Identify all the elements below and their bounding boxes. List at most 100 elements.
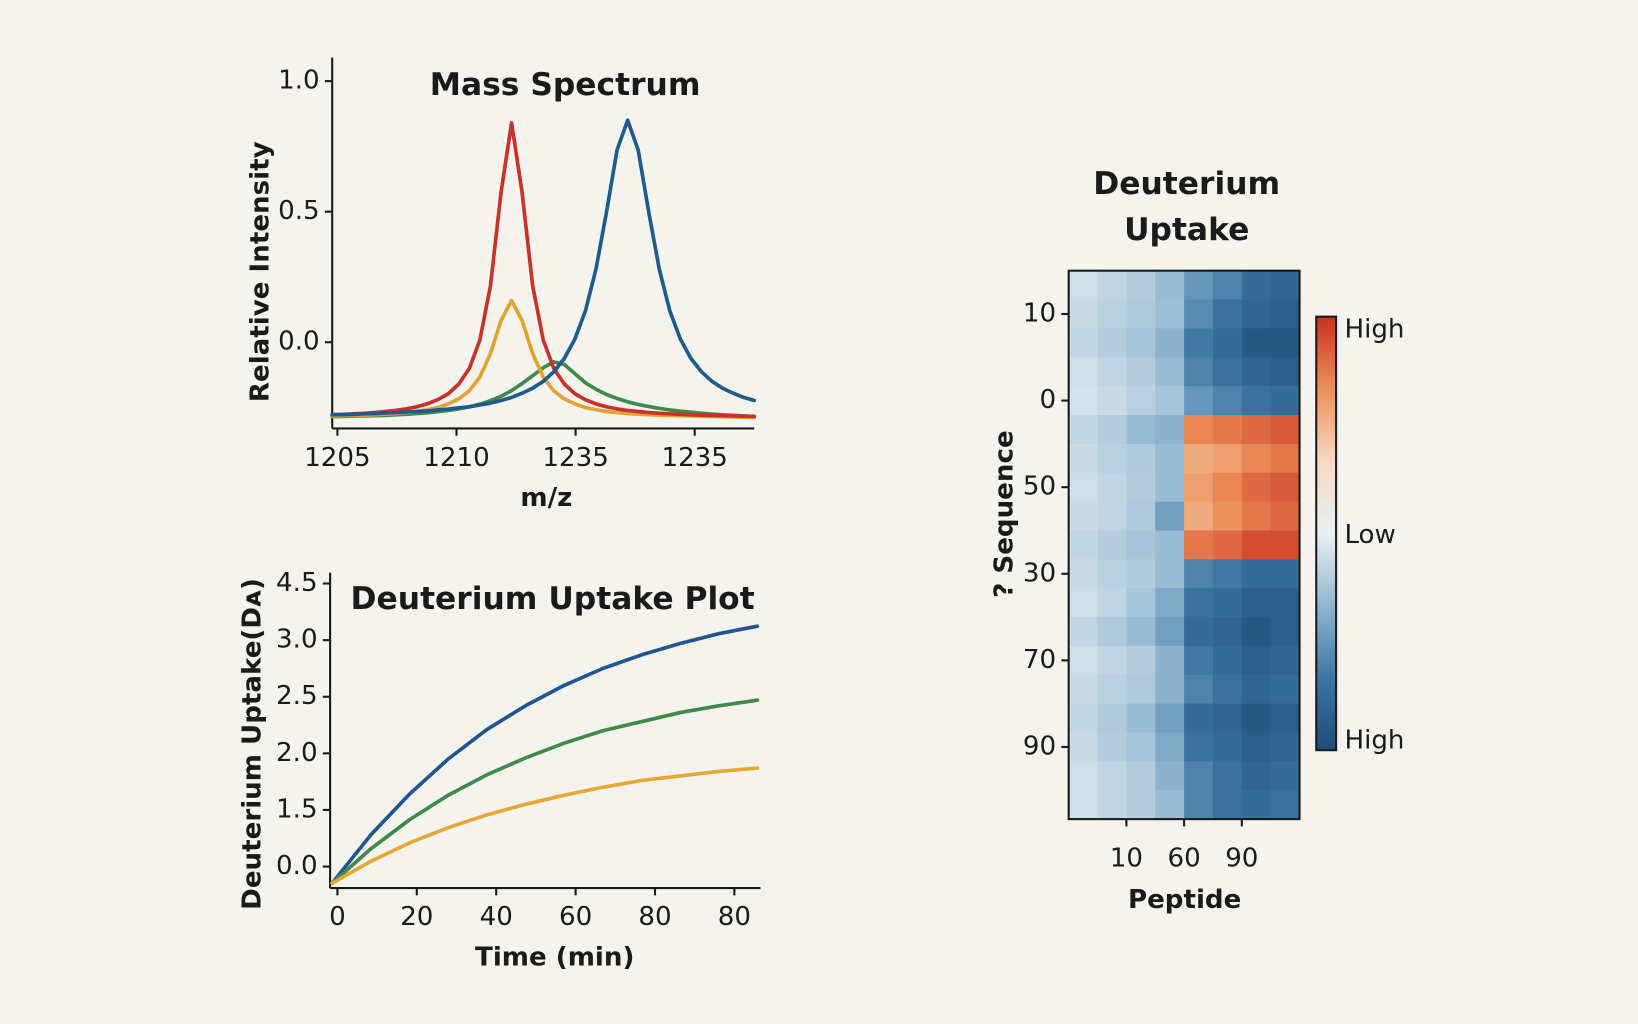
heatmap-cell bbox=[1270, 732, 1301, 762]
data-line bbox=[330, 766, 760, 885]
heatmap-cell bbox=[1068, 299, 1099, 329]
heatmap-cell bbox=[1184, 703, 1214, 734]
heatmap-cell bbox=[1241, 790, 1272, 820]
heatmap-cell bbox=[1126, 472, 1156, 503]
heatmap-cell bbox=[1270, 328, 1301, 358]
heatmap-cell bbox=[1241, 443, 1272, 474]
heatmap-cell bbox=[1184, 617, 1214, 647]
y-tick-label: 10 bbox=[1023, 298, 1056, 328]
heatmap-cell bbox=[1212, 386, 1243, 416]
heatmap-cell bbox=[1270, 443, 1301, 474]
colorbar bbox=[1315, 315, 1338, 752]
heatmap-cell bbox=[1155, 443, 1185, 474]
heatmap-cell bbox=[1068, 386, 1099, 416]
x-tick-label: 60 bbox=[559, 902, 592, 932]
heatmap-cell bbox=[1097, 328, 1127, 358]
y-tick-label: 0.0 bbox=[278, 327, 320, 357]
heatmap-cell bbox=[1270, 299, 1301, 329]
heatmap-cell bbox=[1212, 732, 1243, 762]
heatmap-cell bbox=[1155, 703, 1185, 734]
heatmap-cell bbox=[1212, 299, 1243, 329]
heatmap-cell bbox=[1155, 617, 1185, 647]
heatmap-cell bbox=[1097, 645, 1127, 676]
heatmap-cell bbox=[1155, 674, 1185, 705]
heatmap-cell bbox=[1241, 645, 1272, 676]
heatmap-cell bbox=[1155, 328, 1185, 358]
heatmap-cell bbox=[1270, 617, 1301, 647]
chart-title: Deuterium Uptake bbox=[1093, 166, 1280, 248]
heatmap-cell bbox=[1126, 357, 1156, 387]
y-tick-label: 0.0 bbox=[276, 851, 318, 881]
heatmap-cell bbox=[1212, 645, 1243, 676]
heatmap-cell bbox=[1068, 270, 1099, 301]
heatmap-cell bbox=[1155, 386, 1185, 416]
heatmap-cell bbox=[1126, 559, 1156, 589]
heatmap-cell bbox=[1155, 761, 1185, 791]
heatmap-cell bbox=[1097, 415, 1127, 445]
x-tick-label: 80 bbox=[638, 902, 671, 932]
heatmap-cell bbox=[1241, 530, 1272, 560]
heatmap-cell bbox=[1126, 328, 1156, 358]
heatmap-cell bbox=[1212, 617, 1243, 647]
heatmap-cell bbox=[1212, 443, 1243, 474]
heatmap-cell bbox=[1184, 501, 1214, 531]
heatmap-cell bbox=[1184, 790, 1214, 820]
heatmap-cell bbox=[1097, 790, 1127, 820]
heatmap-cell bbox=[1126, 645, 1156, 676]
heatmap-cell bbox=[1097, 299, 1127, 329]
heatmap-cell bbox=[1068, 790, 1099, 820]
heatmap-cell bbox=[1155, 501, 1185, 531]
heatmap-cell bbox=[1241, 588, 1272, 618]
heatmap-cell bbox=[1212, 530, 1243, 560]
y-tick-label: 1.5 bbox=[276, 794, 318, 824]
y-tick-label: 30 bbox=[1023, 558, 1056, 588]
heatmap-cell bbox=[1126, 790, 1156, 820]
heatmap-cell bbox=[1241, 299, 1272, 329]
heatmap-cell bbox=[1068, 501, 1099, 531]
heatmap-cell bbox=[1068, 588, 1099, 618]
heatmap-cell bbox=[1155, 472, 1185, 503]
x-axis-label: Peptide bbox=[1128, 885, 1241, 915]
heatmap-cell bbox=[1126, 386, 1156, 416]
heatmap-cell bbox=[1184, 415, 1214, 445]
heatmap-cell bbox=[1155, 357, 1185, 387]
heatmap-cell bbox=[1068, 761, 1099, 791]
heatmap-cell bbox=[1126, 443, 1156, 474]
heatmap-cell bbox=[1068, 645, 1099, 676]
heatmap-cell bbox=[1068, 559, 1099, 589]
heatmap-cell bbox=[1097, 501, 1127, 531]
heatmap-cell bbox=[1068, 617, 1099, 647]
heatmap-cell bbox=[1068, 530, 1099, 560]
heatmap-cell bbox=[1126, 299, 1156, 329]
heatmap-cell bbox=[1212, 559, 1243, 589]
y-tick-label: 2.0 bbox=[276, 738, 318, 768]
heatmap-cell bbox=[1097, 386, 1127, 416]
heatmap-cell bbox=[1270, 645, 1301, 676]
heatmap-cell bbox=[1126, 761, 1156, 791]
data-line bbox=[330, 118, 757, 417]
x-tick-label: 1235 bbox=[661, 443, 727, 473]
heatmap-cell bbox=[1212, 472, 1243, 503]
heatmap-cell bbox=[1126, 732, 1156, 762]
heatmap-cell bbox=[1097, 761, 1127, 791]
heatmap-cell bbox=[1184, 674, 1214, 705]
y-axis-label: Relative Intensity bbox=[246, 141, 276, 402]
heatmap-cell bbox=[1068, 732, 1099, 762]
heatmap-cell bbox=[1241, 501, 1272, 531]
y-tick-label: 0.5 bbox=[278, 196, 320, 226]
heatmap-cell bbox=[1184, 270, 1214, 301]
heatmap-cell bbox=[1126, 501, 1156, 531]
x-tick-label: 10 bbox=[1110, 843, 1143, 873]
heatmap-cell bbox=[1068, 674, 1099, 705]
heatmap-cell bbox=[1097, 443, 1127, 474]
heatmap-cell bbox=[1155, 588, 1185, 618]
y-tick-label: 90 bbox=[1023, 731, 1056, 761]
heatmap-cell bbox=[1097, 674, 1127, 705]
y-tick-label: 4.5 bbox=[276, 568, 318, 598]
heatmap-cell bbox=[1097, 588, 1127, 618]
heatmap-cell bbox=[1126, 703, 1156, 734]
heatmap-cell bbox=[1270, 415, 1301, 445]
heatmap-cell bbox=[1155, 415, 1185, 445]
heatmap-cell bbox=[1241, 270, 1272, 301]
